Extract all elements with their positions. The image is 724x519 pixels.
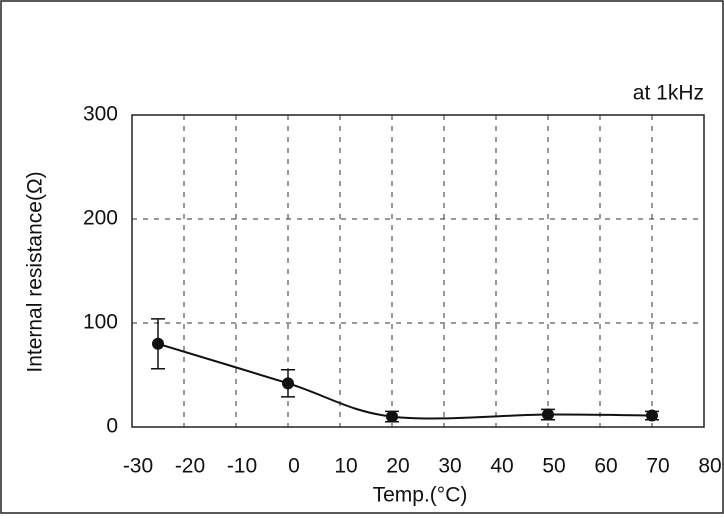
line xyxy=(157,342,653,420)
point xyxy=(152,337,164,350)
x-tick-label: -10 xyxy=(227,455,257,478)
y-tick-label: 0 xyxy=(106,415,118,438)
x-tick-label: 70 xyxy=(646,455,669,478)
x-tick-label: 0 xyxy=(288,455,300,478)
point xyxy=(646,409,658,422)
point xyxy=(282,377,294,390)
y-tick-label: 100 xyxy=(83,311,118,334)
x-axis-label: Temp.(°C) xyxy=(373,484,468,507)
point xyxy=(542,408,554,421)
x-tick-label: -20 xyxy=(175,455,205,478)
x-tick-label: 80 xyxy=(698,455,721,478)
plot-frame xyxy=(131,114,705,428)
x-tick-label: 60 xyxy=(594,455,617,478)
x-tick-label: 20 xyxy=(386,455,409,478)
y-tick-label: 200 xyxy=(83,207,118,230)
x-tick-label: -30 xyxy=(123,455,153,478)
x-tick-label: 10 xyxy=(334,455,357,478)
x-tick-label: 50 xyxy=(542,455,565,478)
y-axis-label: Internal resistance(Ω) xyxy=(24,171,47,372)
point xyxy=(386,410,398,423)
y-tick-label: 300 xyxy=(83,103,118,126)
x-tick-label: 30 xyxy=(438,455,461,478)
annotation: at 1kHz xyxy=(633,82,704,105)
x-tick-label: 40 xyxy=(490,455,513,478)
